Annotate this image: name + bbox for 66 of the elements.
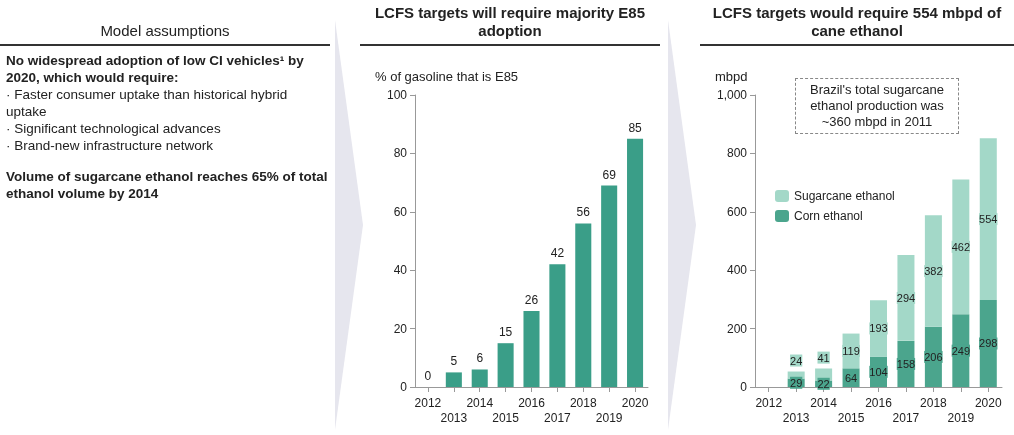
text: Volume of sugarcane ethanol reaches 65% of total ethanol volume by 2014	[6, 168, 329, 202]
data-label: 69	[602, 167, 617, 182]
x-tick-label: 2018	[920, 395, 948, 410]
y-tick-label: 0	[740, 380, 748, 394]
data-label: 249	[951, 344, 971, 357]
y-tick-label: 800	[726, 146, 748, 161]
legend-label: Corn ethanol	[794, 209, 863, 223]
x-tick-label: 2018	[569, 395, 597, 410]
x-tick-label: 2017	[892, 410, 920, 425]
y-tick-label: 20	[393, 321, 408, 336]
data-label: 193	[869, 322, 888, 335]
y-tick-label: 40	[393, 263, 408, 278]
y-tick-label: 1,000	[716, 88, 748, 102]
x-tick-label: 2012	[414, 395, 442, 410]
data-label: 382	[924, 265, 943, 278]
data-label: 0	[424, 369, 432, 383]
x-tick-label: 2019	[595, 410, 623, 425]
y-tick-label: 0	[400, 380, 408, 394]
data-label: 206	[924, 350, 943, 363]
legend-label: Sugarcane ethanol	[794, 189, 895, 203]
text: · Faster consumer uptake than historical hybrid uptake	[6, 86, 289, 120]
x-tick-label: 2012	[755, 395, 783, 410]
data-label: 15	[498, 325, 513, 340]
x-tick-label: 2013	[440, 410, 468, 425]
text: Model assumptions	[0, 0, 330, 46]
data-label: 26	[524, 293, 539, 308]
data-label: 6	[476, 351, 484, 366]
y-axis-title: % of gasoline that is E85	[375, 69, 519, 84]
callout-box: Brazil's total sugarcane ethanol production was ~360 mbpd in 2011	[795, 78, 959, 134]
y-tick-label: 80	[393, 146, 408, 161]
y-tick-label: 200	[726, 321, 748, 336]
x-tick-label: 2014	[466, 395, 494, 410]
data-label: 64	[844, 371, 858, 384]
x-tick-label: 2020	[974, 395, 1002, 410]
data-label: 294	[896, 291, 916, 304]
x-tick-label: 2015	[492, 410, 520, 425]
data-label: 158	[896, 357, 916, 370]
data-label: 462	[951, 240, 971, 253]
text: · Brand-new infrastructure network	[6, 137, 215, 154]
x-tick-label: 2020	[621, 395, 649, 410]
x-tick-label: 2017	[544, 410, 572, 425]
data-label: 5	[450, 354, 458, 369]
chart-title: LCFS targets will require majority E85 adoption	[360, 0, 660, 46]
data-label: 554	[979, 213, 998, 226]
x-tick-label: 2015	[837, 410, 865, 425]
y-tick-label: 600	[726, 204, 748, 219]
data-label: 42	[550, 246, 565, 261]
text: No widespread adoption of low CI vehicles¹ by 2020, which would require:	[6, 52, 305, 86]
x-tick-label: 2016	[518, 395, 546, 410]
x-tick-label: 2013	[782, 410, 810, 425]
x-tick-label: 2019	[947, 410, 975, 425]
data-label: 298	[979, 337, 998, 350]
data-label: 41	[817, 351, 830, 364]
data-label: 56	[576, 205, 591, 220]
y-tick-label: 400	[726, 263, 748, 278]
x-tick-label: 2016	[865, 395, 893, 410]
data-label: 85	[628, 120, 643, 135]
data-label: 24	[790, 354, 803, 367]
data-label: 104	[869, 365, 888, 378]
y-tick-label: 100	[386, 88, 408, 102]
text: · Significant technological advances	[6, 120, 222, 137]
y-tick-label: 60	[393, 204, 408, 219]
chart-title: LCFS targets would require 554 mbpd of cane ethanol	[700, 0, 1014, 46]
data-label: 119	[842, 344, 860, 357]
x-tick-label: 2014	[810, 395, 838, 410]
y-axis-title: mbpd	[715, 69, 748, 84]
